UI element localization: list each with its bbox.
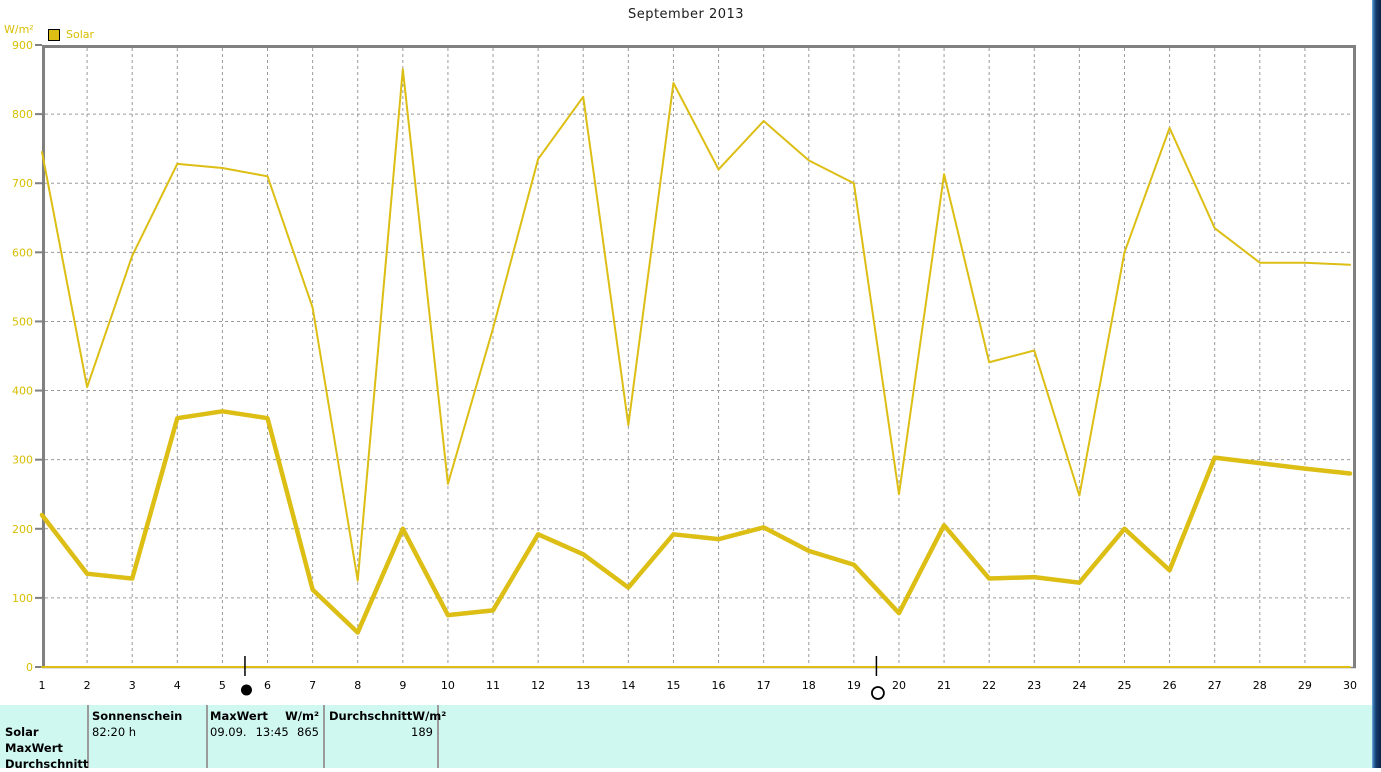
- x-tick-label: 24: [1072, 679, 1086, 692]
- row-label-solar: Solar: [5, 725, 39, 739]
- x-tick-label: 19: [847, 679, 861, 692]
- y-tick-label: 800: [12, 108, 33, 121]
- x-tick-label: 18: [802, 679, 816, 692]
- x-tick-label: 3: [129, 679, 136, 692]
- durchschnitt-unit: W/m²: [412, 709, 447, 723]
- solar-legend-swatch-icon: [48, 28, 60, 41]
- status-bar: Solar MaxWert Durchschnitt Sonnenschein …: [0, 705, 1372, 771]
- x-tick-label: 8: [354, 679, 361, 692]
- durchschnitt-value: 189: [411, 725, 433, 739]
- y-axis-unit-label: W/m²: [4, 23, 34, 36]
- durchschnitt-header: Durchschnitt W/m²: [329, 709, 446, 724]
- maxwert-date: 09.09.: [210, 725, 247, 739]
- window-edge-strip: [1372, 0, 1381, 768]
- x-tick-label: 4: [174, 679, 181, 692]
- sonnenschein-label: Sonnenschein: [92, 709, 183, 723]
- maxwert-line: [41, 68, 1351, 582]
- x-tick-label: 6: [264, 679, 271, 692]
- x-tick-label: 16: [712, 679, 726, 692]
- status-separator: [437, 705, 439, 768]
- row-label-durchschnitt: Durchschnitt: [5, 757, 89, 771]
- chart-legend: Solar: [48, 28, 94, 41]
- maxwert-header: MaxWert W/m²: [210, 709, 319, 724]
- y-tick-label: 400: [12, 385, 33, 398]
- row-label-maxwert: MaxWert: [5, 741, 63, 755]
- maxwert-unit: W/m²: [285, 709, 319, 723]
- sonnenschein-value: 82:20 h: [92, 725, 137, 739]
- maxwert-time: 13:45: [255, 725, 289, 739]
- maxwert-value: 865: [297, 725, 319, 739]
- x-tick-label: 20: [892, 679, 906, 692]
- x-tick-label: 14: [621, 679, 635, 692]
- full-moon-icon: [871, 686, 885, 700]
- y-tick-label: 300: [12, 454, 33, 467]
- x-tick-label: 23: [1027, 679, 1041, 692]
- y-tick-label: 100: [12, 592, 33, 605]
- y-tick-label: 500: [12, 315, 33, 328]
- x-tick-label: 17: [757, 679, 771, 692]
- legend-label: Solar: [66, 28, 95, 41]
- x-tick-label: 2: [84, 679, 91, 692]
- x-tick-label: 9: [399, 679, 406, 692]
- x-tick-label: 12: [531, 679, 545, 692]
- x-tick-label: 1: [39, 679, 46, 692]
- maxwert-datetime: 09.09. 13:45: [210, 725, 289, 740]
- x-tick-label: 5: [219, 679, 226, 692]
- x-tick-label: 22: [982, 679, 996, 692]
- y-tick-label: 700: [12, 177, 33, 190]
- x-tick-label: 13: [576, 679, 590, 692]
- status-separator: [206, 705, 208, 768]
- x-tick-label: 10: [441, 679, 455, 692]
- x-tick-label: 25: [1117, 679, 1131, 692]
- page-title: September 2013: [627, 7, 745, 22]
- y-tick-label: 600: [12, 246, 33, 259]
- maxwert-label: MaxWert: [210, 709, 268, 723]
- status-separator: [323, 705, 325, 768]
- x-tick-label: 28: [1253, 679, 1267, 692]
- y-tick-label: 200: [12, 523, 33, 536]
- x-tick-label: 26: [1163, 679, 1177, 692]
- x-tick-label: 29: [1298, 679, 1312, 692]
- x-tick-label: 27: [1208, 679, 1222, 692]
- x-tick-label: 30: [1343, 679, 1357, 692]
- y-tick-label: 900: [12, 39, 33, 52]
- x-tick-label: 15: [666, 679, 680, 692]
- x-tick-label: 21: [937, 679, 951, 692]
- maxwert-values: 09.09. 13:45 865: [210, 725, 319, 740]
- durchschnitt-label: Durchschnitt: [329, 709, 413, 723]
- new-moon-icon: [240, 684, 252, 696]
- durchschnitt-line: [39, 409, 1353, 635]
- status-separator: [87, 705, 89, 768]
- y-tick-label: 0: [26, 661, 33, 674]
- x-tick-label: 11: [486, 679, 500, 692]
- x-tick-label: 7: [309, 679, 316, 692]
